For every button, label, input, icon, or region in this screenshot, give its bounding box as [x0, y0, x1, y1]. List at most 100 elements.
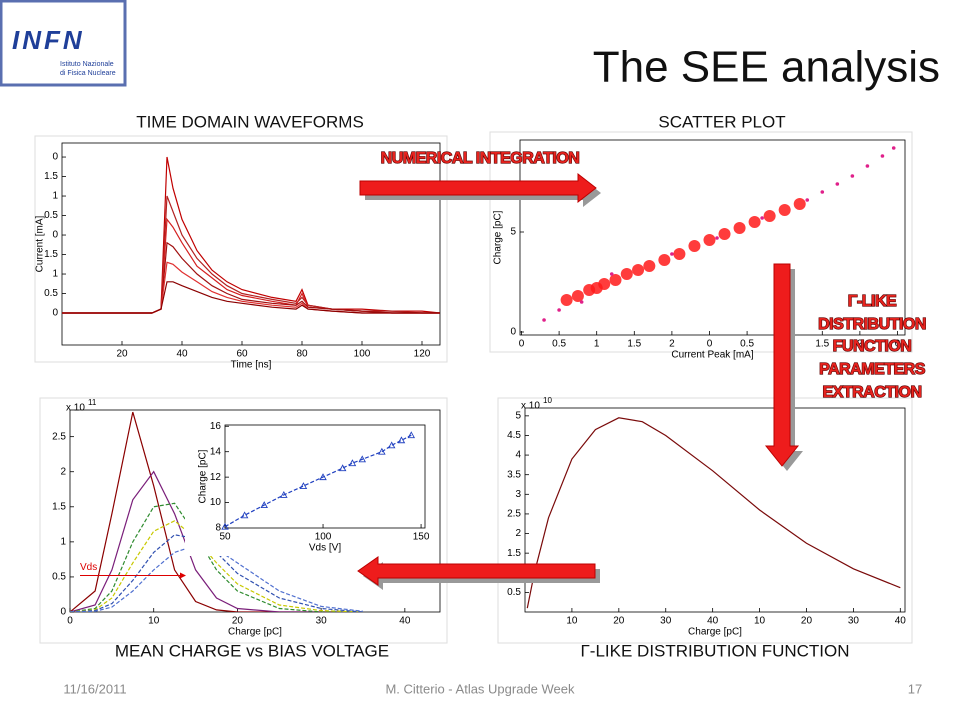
x-tick-label: 0 [895, 339, 901, 350]
point [715, 236, 719, 240]
logo-text: INFN [12, 25, 85, 55]
y-tick-label: 1.5 [52, 501, 66, 512]
x-tick-label: 20 [801, 616, 813, 627]
y-tick-label: 1.5 [44, 171, 58, 182]
arrow-label: Γ-LIKE [848, 293, 897, 310]
y-axis-label: Charge [pC] [198, 449, 209, 503]
arrows [357, 172, 803, 590]
point [835, 182, 840, 186]
annotation: Vds [80, 562, 97, 573]
point [688, 240, 701, 252]
x-tick-label: 10 [566, 616, 578, 627]
y-tick-label: 3 [515, 489, 521, 500]
panel-label: MEAN CHARGE vs BIAS VOLTAGE [115, 641, 389, 660]
point [820, 190, 825, 194]
point [760, 216, 764, 220]
y-tick-label: 8 [215, 523, 221, 534]
x-tick-label: 0.5 [740, 339, 754, 350]
point [793, 198, 806, 210]
x-tick-label: 60 [236, 349, 248, 360]
y-tick-label: 4 [515, 450, 521, 461]
point [891, 146, 896, 150]
y-multiplier: x 10 [521, 401, 540, 412]
point [865, 164, 870, 168]
x-tick-label: 0 [67, 616, 73, 627]
point [733, 222, 746, 234]
arrow-label: FUNCTION [833, 338, 912, 355]
x-tick-label: 40 [895, 616, 907, 627]
y-tick-label: 1 [52, 191, 58, 202]
footer-date: 11/16/2011 [63, 681, 126, 696]
marker [319, 473, 327, 481]
y-axis-label: Current [mA] [35, 215, 46, 272]
arrow-label: EXTRACTION [823, 384, 922, 401]
point [658, 254, 671, 266]
x-tick-label: 1.5 [627, 339, 641, 350]
footer-author: M. Citterio - Atlas Upgrade Week [385, 681, 575, 696]
marker [387, 441, 396, 449]
arrow-left [357, 556, 596, 586]
point [673, 248, 686, 260]
x-axis-label: Time [ns] [231, 360, 272, 371]
y-tick-label: 3.5 [507, 469, 521, 480]
x-tick-label: 150 [413, 532, 430, 543]
x-tick-label: 10 [754, 616, 766, 627]
y-tick-label: 16 [210, 421, 222, 432]
y-tick-label: 0.5 [44, 288, 58, 299]
point [670, 252, 674, 256]
y-tick-label: 1 [52, 269, 58, 280]
marker [338, 464, 347, 472]
arrow-label: PARAMETERS [819, 361, 926, 378]
point [542, 318, 546, 322]
marker [221, 522, 229, 530]
logo-subtitle: di Fisica Nucleare [60, 70, 116, 77]
y-tick-label: 0 [52, 308, 58, 319]
curve [62, 281, 440, 314]
point [718, 228, 731, 240]
y-tick-label: 5 [510, 227, 516, 238]
y-tick-label: 0 [60, 607, 66, 618]
marker [260, 501, 268, 509]
y-tick-label: 1 [60, 537, 66, 548]
x-tick-label: 30 [660, 616, 672, 627]
y-tick-label: 0 [510, 327, 516, 338]
point [703, 234, 716, 246]
point [609, 272, 614, 276]
curve [225, 434, 412, 528]
x-tick-label: 30 [848, 616, 860, 627]
y-tick-label: 10 [210, 497, 222, 508]
x-tick-label: 0.5 [552, 339, 566, 350]
marker [378, 447, 386, 455]
x-tick-label: 10 [148, 616, 160, 627]
marker [397, 436, 406, 444]
point [850, 174, 855, 178]
curve [526, 417, 901, 609]
footer-page: 17 [908, 681, 922, 696]
x-axis-label: Current Peak [mA] [671, 350, 753, 361]
point [557, 308, 561, 312]
y-multiplier: x 10 [66, 403, 85, 414]
y-exponent: 10 [543, 396, 552, 405]
point [748, 216, 761, 228]
y-axis-label: Charge [pC] [493, 210, 504, 264]
panel-label: Γ-LIKE DISTRIBUTION FUNCTION [580, 641, 849, 660]
x-tick-label: 40 [399, 616, 411, 627]
logo-subtitle: Istituto Nazionale [60, 61, 114, 68]
x-tick-label: 1 [594, 339, 600, 350]
panel-label: TIME DOMAIN WAVEFORMS [136, 112, 364, 131]
y-tick-label: 0.5 [52, 572, 66, 583]
arrow-down [764, 263, 800, 467]
y-tick-label: 2.5 [507, 509, 521, 520]
marker [407, 431, 416, 439]
x-tick-label: 40 [176, 349, 188, 360]
axes-frame [61, 142, 441, 346]
x-tick-label: 20 [116, 349, 128, 360]
x-tick-label: 30 [316, 616, 328, 627]
x-axis-label: Charge [pC] [688, 627, 742, 638]
y-tick-label: 2 [515, 528, 521, 539]
x-tick-label: 0 [519, 339, 525, 350]
point [643, 260, 656, 272]
arrow-label: NUMERICAL INTEGRATION [381, 150, 580, 167]
arrow-right [359, 172, 597, 204]
